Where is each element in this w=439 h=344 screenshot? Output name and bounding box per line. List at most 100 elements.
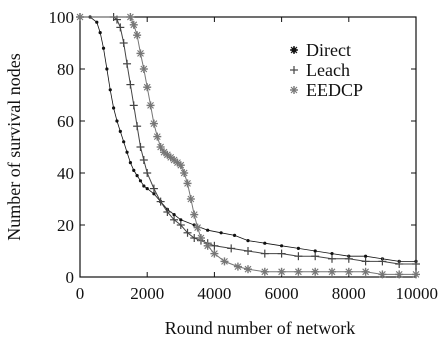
point-leach: [170, 215, 179, 224]
y-axis-label: Number of survival nodes: [4, 53, 24, 240]
legend-label: EEDCP: [306, 80, 363, 100]
point-direct: [152, 192, 156, 196]
point-eedcp: [260, 267, 269, 276]
point-eedcp: [311, 267, 320, 276]
series-line-eedcp: [80, 16, 416, 275]
x-tick-label: 2000: [130, 284, 164, 303]
point-eedcp: [176, 161, 185, 170]
point-direct: [219, 231, 223, 235]
point-direct: [108, 88, 112, 92]
point-direct: [112, 106, 116, 110]
point-eedcp: [149, 119, 158, 128]
point-direct: [105, 67, 109, 71]
point-eedcp: [294, 267, 303, 276]
point-eedcp: [190, 210, 199, 219]
x-tick-label: 8000: [332, 284, 366, 303]
point-direct: [263, 241, 267, 245]
y-tick-label: 20: [57, 216, 74, 235]
point-direct: [98, 30, 102, 35]
point-leach: [210, 241, 219, 250]
y-tick-label: 0: [66, 268, 75, 287]
point-leach: [133, 122, 142, 131]
point-leach: [119, 39, 128, 47]
point-eedcp: [412, 270, 420, 279]
point-leach: [149, 184, 158, 193]
point-direct: [364, 254, 368, 258]
point-leach: [123, 59, 132, 68]
x-tick-label: 0: [76, 284, 85, 303]
point-direct: [179, 218, 183, 222]
point-leach: [328, 254, 336, 263]
legend-item-leach: Leach: [290, 60, 350, 80]
point-leach: [129, 101, 138, 110]
plot-frame: [79, 16, 417, 278]
point-leach: [163, 208, 172, 216]
point-eedcp: [153, 132, 162, 141]
legend-label: Direct: [306, 40, 351, 60]
y-tick-label: 80: [57, 60, 74, 79]
y-tick-label: 60: [57, 112, 74, 131]
point-eedcp: [193, 223, 202, 232]
point-eedcp: [361, 267, 370, 276]
point-eedcp: [139, 65, 148, 73]
point-eedcp: [395, 270, 404, 279]
point-eedcp: [126, 13, 135, 21]
legend-item-eedcp: EEDCP: [290, 80, 363, 100]
point-leach: [244, 247, 252, 255]
point-eedcp: [186, 195, 195, 203]
point-direct: [172, 213, 176, 217]
axis-ticks: 0 2000 4000 6000 8000 10000 0 20 40 60 80 100: [49, 8, 439, 303]
point-direct: [246, 239, 250, 243]
series-line-leach: [80, 16, 416, 265]
point-eedcp: [378, 270, 387, 279]
series-direct: [78, 15, 418, 263]
point-eedcp: [210, 249, 219, 258]
point-eedcp: [277, 267, 286, 276]
x-tick-label: 6000: [265, 284, 299, 303]
point-eedcp: [328, 267, 336, 276]
point-leach: [260, 249, 269, 258]
point-leach: [412, 260, 420, 268]
x-axis-label: Round number of network: [165, 318, 355, 338]
point-leach: [183, 228, 192, 237]
point-eedcp: [203, 241, 212, 250]
point-direct: [135, 174, 139, 178]
point-leach: [139, 156, 148, 164]
point-eedcp: [76, 13, 84, 21]
series-line-direct: [80, 16, 416, 262]
point-eedcp: [180, 169, 189, 177]
point-direct: [330, 252, 334, 256]
point-direct: [138, 179, 143, 183]
point-leach: [227, 244, 236, 253]
point-eedcp: [136, 49, 145, 58]
point-leach: [344, 254, 353, 263]
point-eedcp: [183, 179, 192, 188]
series-eedcp: [76, 13, 420, 279]
point-leach: [190, 234, 199, 242]
point-direct: [122, 140, 126, 144]
point-leach: [311, 252, 320, 261]
point-leach: [176, 221, 185, 229]
series-layer: [76, 13, 420, 279]
point-leach: [116, 23, 125, 32]
legend-item-direct: Direct: [290, 40, 351, 60]
point-eedcp: [233, 262, 242, 271]
point-direct: [206, 228, 210, 232]
point-eedcp: [133, 31, 142, 40]
point-eedcp: [244, 265, 252, 274]
point-eedcp: [344, 267, 353, 276]
point-leach: [143, 169, 152, 177]
point-eedcp: [156, 143, 165, 151]
legend-marker-dot: [291, 47, 297, 53]
x-tick-label: 4000: [197, 284, 231, 303]
point-leach: [277, 249, 286, 258]
point-direct: [296, 246, 300, 250]
point-direct: [142, 184, 146, 188]
point-eedcp: [146, 101, 155, 110]
point-direct: [280, 244, 284, 248]
point-direct: [101, 46, 106, 50]
point-eedcp: [220, 257, 229, 266]
legend-marker: [290, 66, 298, 74]
